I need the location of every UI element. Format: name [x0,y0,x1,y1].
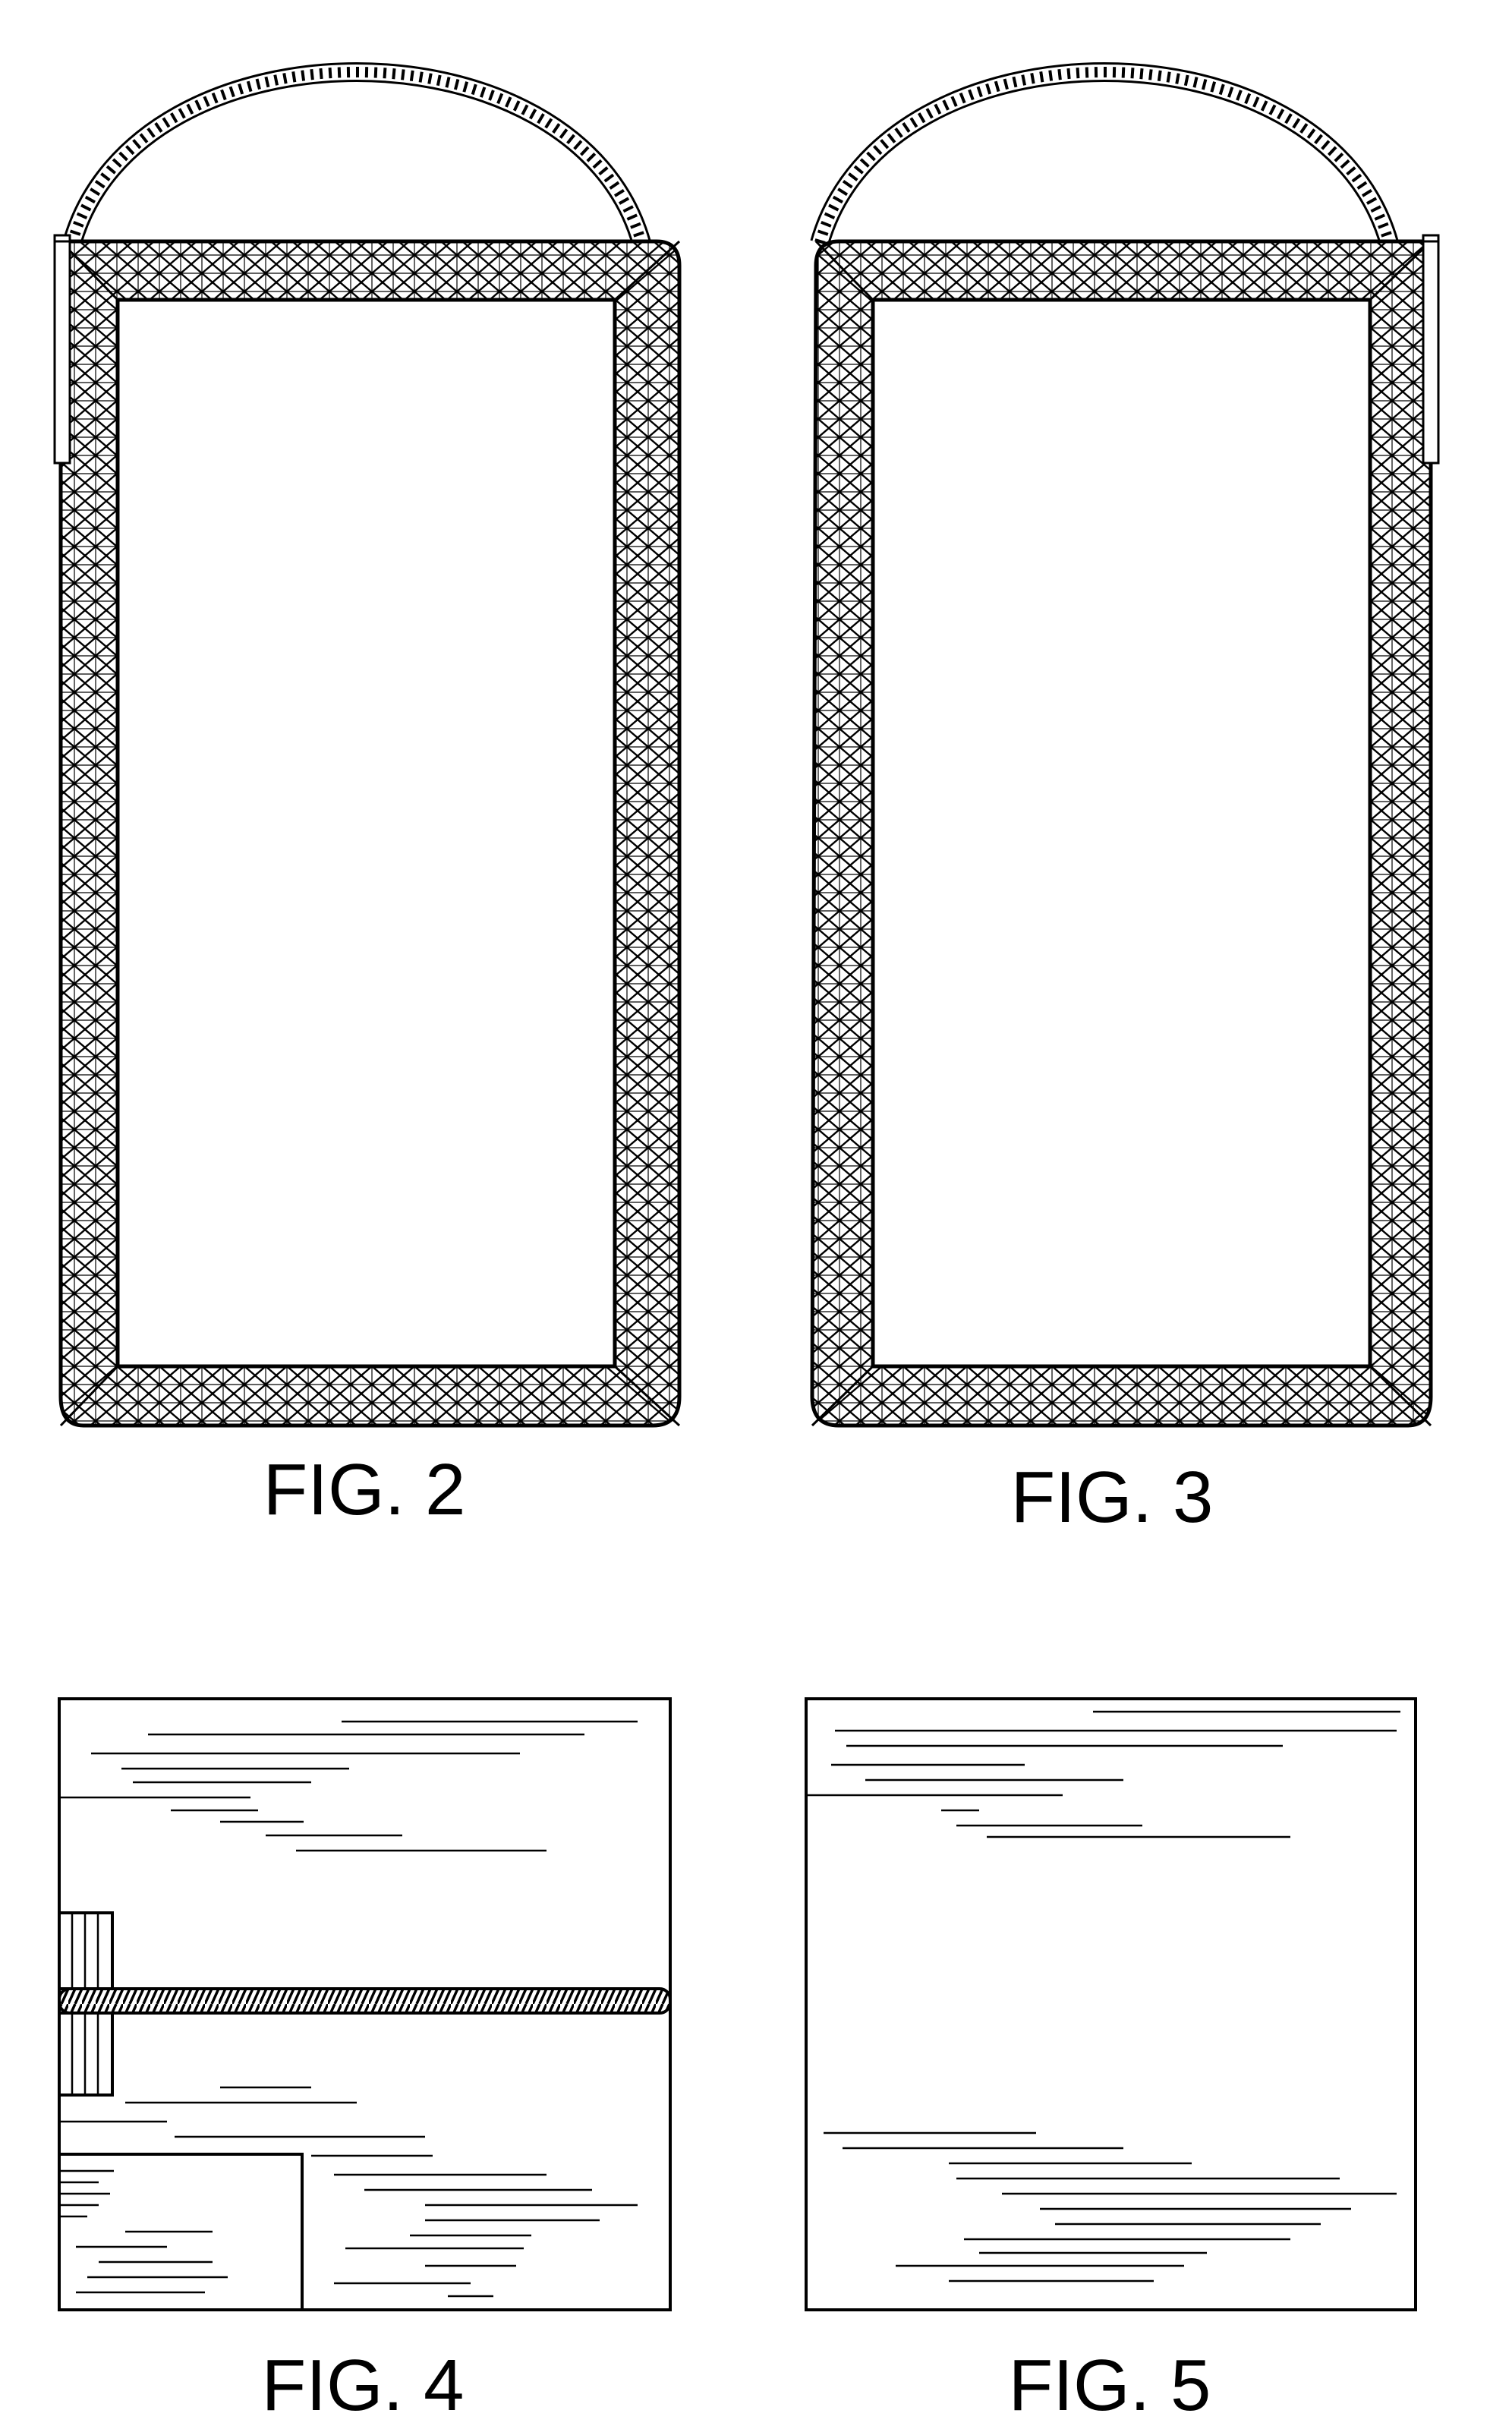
figure-4 [59,1699,670,2310]
figure-3-label: FIG. 3 [1011,1457,1214,1538]
hanging-tab [55,235,70,463]
rope-handle [820,72,1389,243]
figure-2 [55,72,679,1426]
frame-opening [873,300,1370,1366]
figure-5-label: FIG. 5 [1009,2345,1211,2426]
figure-5 [806,1699,1416,2310]
figure-4-label: FIG. 4 [262,2345,465,2426]
frame-opening [118,300,615,1366]
figure-3 [812,72,1438,1426]
figure-2-label: FIG. 2 [263,1449,466,1530]
hanging-tab [1423,235,1438,463]
rope-band [59,1989,670,2013]
square-panel [806,1699,1416,2310]
rope-handle [72,72,641,243]
